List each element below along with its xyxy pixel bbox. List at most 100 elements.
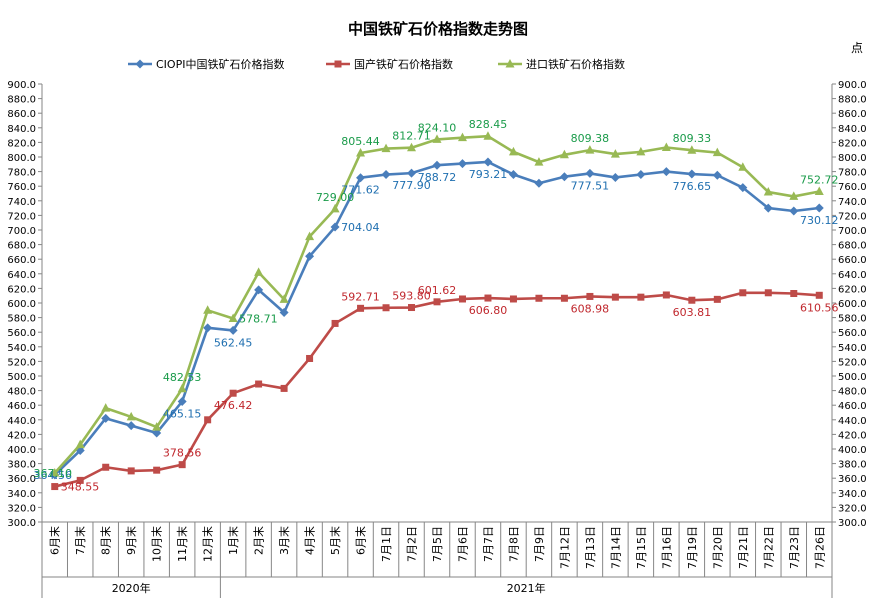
data-point [457, 132, 467, 142]
x-tick-label: 7月13日 [584, 526, 597, 569]
data-point [687, 169, 697, 179]
data-point [483, 157, 493, 167]
data-point [763, 203, 773, 213]
y-tick-label-left: 400.0 [7, 445, 36, 456]
data-point [330, 222, 340, 232]
data-point [611, 293, 619, 301]
data-label: 603.81 [673, 306, 712, 319]
x-tick-label: 7月6日 [456, 526, 469, 562]
data-label: 812.71 [392, 130, 431, 143]
y-tick-label-right: 600.0 [838, 299, 867, 310]
y-tick-label-left: 840.0 [7, 124, 36, 135]
y-tick-label-right: 460.0 [838, 401, 867, 412]
data-point [688, 296, 696, 304]
data-point [126, 411, 136, 421]
x-tick-label: 7月5日 [431, 526, 444, 562]
data-point [153, 466, 161, 474]
data-point [559, 172, 569, 182]
y-tick-label-right: 340.0 [838, 489, 867, 500]
y-tick-label-left: 540.0 [7, 343, 36, 354]
unit-label: 点 [851, 41, 863, 55]
y-tick-label-left: 360.0 [7, 474, 36, 485]
data-point [126, 421, 136, 431]
data-label: 610.56 [800, 301, 839, 314]
y-tick-label-left: 800.0 [7, 153, 36, 164]
data-point [687, 145, 697, 154]
data-point [483, 131, 493, 140]
x-tick-label: 6月末 [48, 526, 62, 555]
data-label: 367.10 [33, 467, 72, 480]
x-tick-label: 7月19日 [686, 526, 699, 569]
data-point [178, 461, 186, 469]
y-tick-label-left: 480.0 [7, 387, 36, 398]
y-tick-label-left: 460.0 [7, 401, 36, 412]
data-point [152, 428, 162, 438]
year-group-label: 2021年 [507, 581, 546, 595]
y-tick-label-right: 620.0 [838, 284, 867, 295]
y-tick-label-left: 900.0 [7, 80, 36, 91]
y-tick-label-right: 500.0 [838, 372, 867, 383]
y-tick-label-left: 860.0 [7, 109, 36, 120]
data-point [764, 289, 772, 297]
legend-item-2: 进口铁矿石价格指数 [498, 57, 625, 71]
y-tick-label-left: 380.0 [7, 460, 36, 471]
data-label: 729.00 [316, 191, 355, 204]
x-tick-label: 10月末 [150, 526, 164, 562]
plot-area: 364.56 465.15 562.45 704.04 771.62 777.90788.… [33, 118, 838, 493]
data-label: 578.71 [239, 313, 278, 326]
data-point [407, 168, 417, 178]
data-point [560, 294, 568, 302]
y-tick-label-right: 760.0 [838, 182, 867, 193]
y-tick-label-left: 660.0 [7, 255, 36, 266]
y-tick-label-right: 320.0 [838, 503, 867, 514]
data-label: 776.65 [673, 180, 712, 193]
data-label: 828.45 [469, 118, 508, 131]
x-tick-label: 7月15日 [635, 526, 648, 569]
data-label: 752.72 [800, 174, 839, 187]
data-point [484, 294, 492, 302]
data-point [585, 145, 595, 154]
data-point [50, 468, 60, 477]
data-point [738, 183, 748, 193]
data-point [534, 178, 544, 188]
y-tick-label-left: 600.0 [7, 299, 36, 310]
y-tick-label-left: 500.0 [7, 372, 36, 383]
data-point [203, 323, 213, 333]
y-tick-label-right: 800.0 [838, 153, 867, 164]
y-tick-label-left: 820.0 [7, 138, 36, 149]
data-point [712, 170, 722, 180]
data-point [432, 160, 442, 170]
legend-item-0: CIOPI中国铁矿石价格指数 [128, 57, 284, 71]
data-label: 593.80 [392, 290, 431, 303]
y-axis-left: 300.0 320.0 340.0 360.0 380.0 400.0 420.0 440.0… [7, 80, 43, 529]
legend-item-1: 国产铁矿石价格指数 [326, 57, 453, 71]
data-point [636, 146, 646, 156]
data-label: 788.72 [418, 171, 457, 184]
legend: CIOPI中国铁矿石价格指数 国产铁矿石价格指数 进口铁矿石价格指数 [128, 57, 625, 71]
x-tick-label: 6月末 [354, 526, 368, 555]
y-tick-label-right: 660.0 [838, 255, 867, 266]
chart-title: 中国铁矿石价格指数走势图 [348, 20, 528, 38]
y-tick-label-left: 780.0 [7, 168, 36, 179]
legend-label: 进口铁矿石价格指数 [526, 57, 625, 71]
data-point [280, 384, 288, 392]
y-tick-label-right: 400.0 [838, 445, 867, 456]
data-point [135, 59, 145, 69]
data-point [610, 149, 620, 158]
data-point [534, 157, 544, 166]
data-point [381, 143, 391, 153]
data-point [535, 294, 543, 302]
data-point [789, 206, 799, 216]
y-tick-label-left: 680.0 [7, 241, 36, 252]
y-tick-label-right: 300.0 [838, 518, 867, 529]
data-label: 592.71 [341, 290, 380, 303]
data-label: 793.21 [469, 168, 508, 181]
data-point [585, 168, 595, 178]
x-tick-label: 7月7日 [482, 526, 495, 562]
y-tick-label-left: 340.0 [7, 489, 36, 500]
data-label: 364.56 [33, 469, 72, 482]
data-point [331, 319, 339, 327]
data-label: 809.33 [673, 132, 712, 145]
